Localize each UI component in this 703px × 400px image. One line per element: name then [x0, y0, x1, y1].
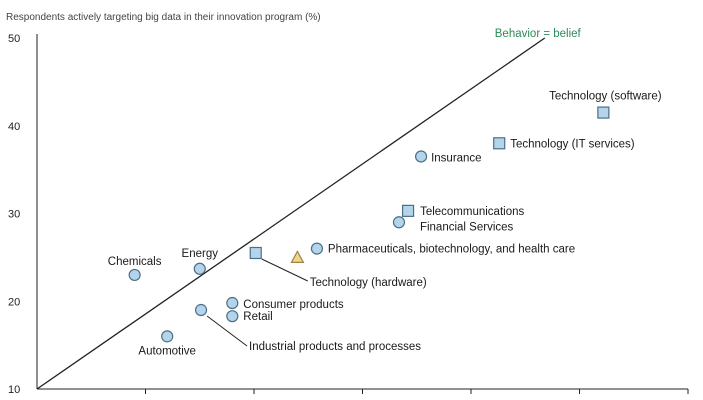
data-points: [128, 106, 610, 343]
point-label: Chemicals: [108, 256, 162, 268]
circle-marker: [414, 150, 428, 163]
point-label: Energy: [182, 248, 219, 260]
circle-marker: [194, 303, 208, 317]
circle-marker: [161, 330, 174, 343]
axes: 10 20 30 40 50: [8, 33, 689, 396]
point-label: Financial Services: [420, 221, 514, 233]
circle-marker: [193, 262, 206, 275]
point-label: Automotive: [138, 345, 196, 357]
circle-marker: [392, 216, 406, 229]
point-labels: Chemicals Energy Automotive Industrial prod…: [108, 91, 662, 358]
y-tick-label: 10: [8, 384, 20, 396]
point-label: Retail: [243, 311, 272, 323]
point-label: Telecommunications: [420, 206, 524, 218]
point-label: Technology (IT services): [510, 138, 635, 150]
y-tick-label: 50: [8, 33, 20, 45]
point-label: Industrial products and processes: [249, 341, 421, 353]
point-label: Insurance: [431, 152, 482, 164]
point-label: Technology (software): [549, 91, 662, 103]
circle-marker: [128, 268, 141, 282]
y-tick-label: 20: [8, 296, 20, 308]
circle-marker: [226, 296, 239, 310]
reference-line: [36, 37, 546, 390]
reference-line-label: Behavior = belief: [495, 28, 582, 40]
y-tick-label: 30: [8, 209, 20, 221]
circle-marker: [226, 310, 239, 323]
square-marker: [493, 137, 506, 150]
label-leader-line: [261, 258, 308, 282]
point-label: Technology (hardware): [310, 277, 427, 289]
label-leader-line: [206, 315, 248, 347]
circle-marker: [310, 242, 324, 255]
y-tick-label: 40: [8, 121, 20, 133]
reference-line-group: Behavior = belief: [36, 28, 582, 390]
square-marker: [401, 204, 415, 217]
y-axis-label: Respondents actively targeting big data …: [6, 12, 321, 23]
point-label: Consumer products: [243, 299, 344, 311]
triangle-marker: [290, 250, 305, 263]
square-marker: [597, 106, 610, 119]
square-marker: [249, 246, 262, 260]
point-label: Pharmaceuticals, biotechnology, and heal…: [328, 244, 575, 256]
